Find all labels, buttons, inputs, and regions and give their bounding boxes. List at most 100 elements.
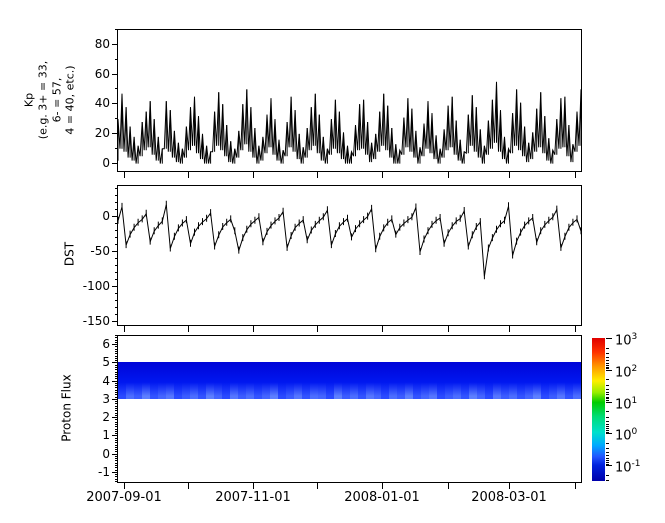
y-tick-label: -1 <box>98 465 110 479</box>
x-month-tick <box>575 326 576 332</box>
y-minor-tick <box>115 195 118 196</box>
y-minor-tick <box>115 410 118 411</box>
y-minor-tick <box>115 390 118 391</box>
y-minor-tick <box>115 351 118 352</box>
proton-flux-column <box>253 361 262 399</box>
proton-flux-column <box>325 361 334 399</box>
y-major-tick <box>112 454 118 455</box>
y-minor-tick <box>115 431 118 432</box>
y-minor-tick <box>115 392 118 393</box>
proton-flux-column <box>557 361 566 399</box>
proton-flux-column <box>437 361 446 399</box>
x-month-tick <box>448 172 449 178</box>
proton-flux-column <box>197 361 206 399</box>
proton-flux-column <box>229 361 238 399</box>
colorbar-minor-tick <box>606 443 609 444</box>
y-minor-tick <box>115 360 118 361</box>
proton-flux-column <box>149 361 158 399</box>
x-month-tick <box>317 483 318 489</box>
x-month-tick <box>253 483 254 489</box>
proton-flux-column <box>541 361 550 399</box>
proton-flux-column <box>261 361 270 399</box>
y-minor-tick <box>115 422 118 423</box>
y-minor-tick <box>115 429 118 430</box>
y-major-tick <box>112 74 118 75</box>
colorbar-minor-tick <box>606 475 609 476</box>
y-minor-tick <box>115 442 118 443</box>
y-minor-tick <box>115 476 118 477</box>
proton-flux-column <box>389 361 398 399</box>
y-minor-tick <box>115 374 118 375</box>
y-minor-tick <box>115 460 118 461</box>
colorbar-minor-tick <box>606 411 609 412</box>
x-month-tick <box>188 326 189 332</box>
y-minor-tick <box>115 438 118 439</box>
proton-flux-column <box>501 361 510 399</box>
colorbar-minor-tick <box>606 389 609 390</box>
y-minor-tick <box>115 365 118 366</box>
y-minor-tick <box>115 369 118 370</box>
colorbar-minor-tick <box>606 385 609 386</box>
colorbar-tick-label: 100 <box>615 427 638 444</box>
y-tick-label: 2 <box>102 410 110 424</box>
y-minor-tick <box>115 209 118 210</box>
colorbar-minor-tick <box>606 348 609 349</box>
colorbar-major-tick <box>606 370 612 371</box>
y-minor-tick <box>115 148 118 149</box>
x-month-tick <box>253 326 254 332</box>
y-minor-tick <box>115 188 118 189</box>
y-major-tick <box>112 163 118 164</box>
y-major-tick <box>112 362 118 363</box>
kp-panel <box>117 29 582 172</box>
colorbar-minor-tick <box>606 365 609 366</box>
y-tick-label: 1 <box>102 428 110 442</box>
colorbar-minor-tick <box>606 357 609 358</box>
proton-flux-column <box>301 361 310 399</box>
y-minor-tick <box>115 372 118 373</box>
proton-flux-column <box>453 361 462 399</box>
x-month-tick <box>382 172 383 178</box>
colorbar-minor-tick <box>606 367 609 368</box>
proton-flux-column <box>381 361 390 399</box>
y-minor-tick <box>115 230 118 231</box>
x-month-tick <box>448 326 449 332</box>
kp-series-bars <box>118 81 581 164</box>
x-tick-label: 2007-11-01 <box>215 490 291 505</box>
x-month-tick <box>382 483 383 489</box>
y-minor-tick <box>115 383 118 384</box>
x-month-tick <box>575 483 576 489</box>
y-tick-label: 0 <box>102 156 110 170</box>
y-minor-tick <box>115 424 118 425</box>
y-minor-tick <box>115 340 118 341</box>
x-tick-label: 2008-03-01 <box>471 490 547 505</box>
y-major-tick <box>112 133 118 134</box>
x-month-tick <box>188 483 189 489</box>
y-minor-tick <box>115 358 118 359</box>
y-minor-tick <box>115 387 118 388</box>
colorbar-minor-tick <box>606 424 609 425</box>
dst-series-noise <box>118 200 581 280</box>
x-month-tick <box>124 483 125 489</box>
colorbar-major-tick <box>606 465 612 466</box>
y-tick-label: 3 <box>102 392 110 406</box>
y-minor-tick <box>115 419 118 420</box>
y-major-tick <box>112 321 118 322</box>
y-minor-tick <box>115 258 118 259</box>
proton-flux-column <box>461 361 470 399</box>
y-tick-label: -50 <box>90 244 110 258</box>
colorbar-minor-tick <box>606 398 609 399</box>
proton-flux-column <box>293 361 302 399</box>
colorbar-minor-tick <box>606 480 609 481</box>
proton-flux-column <box>445 361 454 399</box>
proton-flux-column <box>221 361 230 399</box>
x-month-tick <box>448 483 449 489</box>
colorbar-minor-tick <box>606 394 609 395</box>
y-minor-tick <box>115 376 118 377</box>
proton-flux-column <box>181 361 190 399</box>
y-minor-tick <box>115 335 118 336</box>
proton-flux-column <box>429 361 438 399</box>
proton-flux-column <box>349 361 358 399</box>
colorbar-minor-tick <box>606 460 609 461</box>
y-minor-tick <box>115 378 118 379</box>
y-minor-tick <box>115 397 118 398</box>
